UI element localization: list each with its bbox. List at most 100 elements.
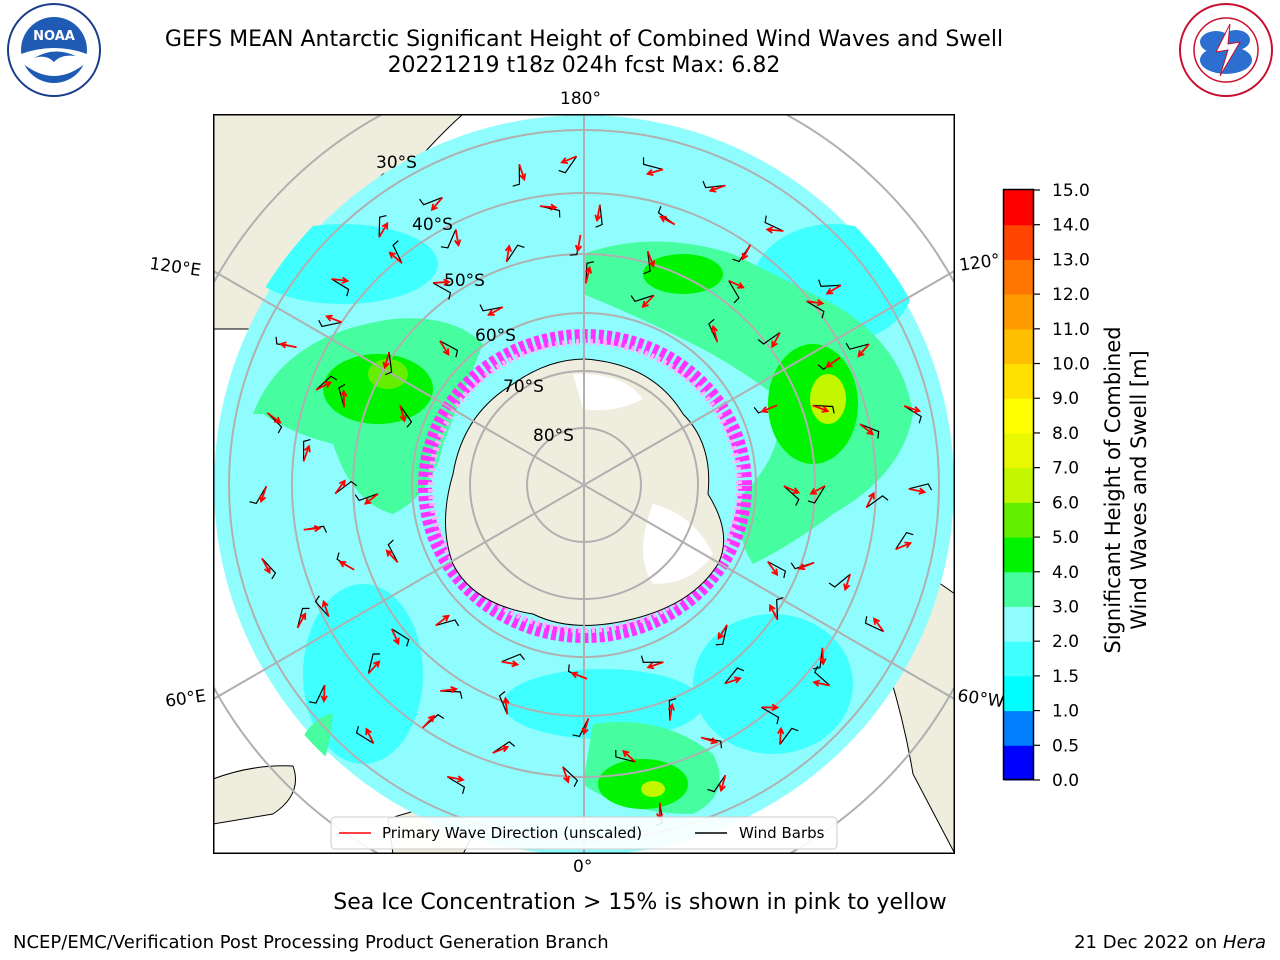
colorbar-tick-label: 1.5 <box>1052 667 1079 687</box>
wave-direction-arrow <box>334 479 346 495</box>
colorbar-cell <box>1004 259 1033 295</box>
wave-direction-arrow <box>765 226 784 234</box>
wave-direction-arrow <box>700 736 719 745</box>
footer-branch: NCEP/EMC/Verification Post Processing Pr… <box>13 932 609 953</box>
wind-barb <box>707 774 726 793</box>
wave-direction-arrow <box>728 279 745 289</box>
wave-direction-arrow <box>594 204 602 223</box>
colorbar-tick-label: 6.0 <box>1052 493 1079 513</box>
wave-direction-arrow <box>741 244 752 261</box>
wave-direction-arrow <box>769 603 779 621</box>
colorbar: 0.0 0.5 1.0 1.5 2.0 3.0 4.0 5.0 6.0 7.0 8.0 9.0 10.0… <box>1002 181 1090 790</box>
wave-direction-arrow <box>797 561 815 571</box>
wave-direction-arrow <box>825 284 842 295</box>
wind-barb <box>814 665 831 686</box>
wind-barb <box>866 495 889 509</box>
wave-direction-arrow <box>539 203 558 211</box>
wave-direction-arrow <box>385 549 399 564</box>
colorbar-cell <box>1004 328 1033 365</box>
wave-direction-arrow <box>399 405 407 423</box>
wind-barb <box>314 595 330 618</box>
wave-direction-arrow <box>859 423 875 436</box>
colorbar-cell <box>1004 224 1033 260</box>
wind-barb <box>562 766 579 787</box>
wind-barb <box>864 616 884 633</box>
wave-direction-arrow <box>504 244 513 263</box>
wind-barb <box>779 727 799 745</box>
wave-direction-arrow <box>761 703 780 712</box>
wind-barb <box>783 485 800 506</box>
colorbar-cell <box>1004 502 1033 538</box>
colorbar-cell <box>1004 675 1033 712</box>
colorbar-cell <box>1004 190 1033 226</box>
wind-barb <box>308 684 326 704</box>
wave-direction-arrow <box>315 381 333 391</box>
wave-direction-arrow <box>710 324 719 343</box>
wave-band-north <box>583 241 913 564</box>
wave-direction-arrow <box>363 493 379 505</box>
legend-wave-label: Primary Wave Direction (unscaled) <box>382 824 642 842</box>
lat-label-60: 60°S <box>475 326 516 346</box>
wind-barb <box>498 691 508 715</box>
wind-barb <box>506 244 525 263</box>
wind-barb <box>501 653 525 663</box>
wave-direction-arrow <box>574 234 583 253</box>
colorbar-tick-label: 2.0 <box>1052 632 1079 652</box>
wave-direction-arrow <box>767 561 779 577</box>
wind-barb <box>668 698 677 721</box>
wind-barb <box>384 352 393 376</box>
wind-barb <box>595 204 603 228</box>
wave-direction-arrow <box>435 614 450 627</box>
wave-direction-arrow <box>777 726 785 745</box>
wave-direction-arrow <box>324 314 342 324</box>
wave-direction-arrow <box>266 412 282 424</box>
wave-direction-arrow <box>331 276 350 284</box>
colorbar-cell <box>1004 432 1033 469</box>
lat-label-50: 50°S <box>444 271 485 291</box>
wind-barb <box>715 624 728 646</box>
wind-barb <box>760 706 780 725</box>
wind-barb <box>642 157 664 170</box>
wind-barb <box>903 405 922 424</box>
wind-barb <box>859 423 880 439</box>
colorbar-cell <box>1004 641 1033 677</box>
lat-label-30: 30°S <box>376 153 417 173</box>
colorbar-tick-label: 9.0 <box>1052 389 1079 409</box>
noaa-logo: NOAA <box>7 3 101 97</box>
wind-barb <box>813 647 823 670</box>
wave-direction-arrow <box>302 444 311 462</box>
wave-direction-arrow <box>843 573 852 592</box>
colorbar-tick-label: 12.0 <box>1052 285 1090 305</box>
land-africa <box>213 765 296 825</box>
wave-direction-arrow <box>908 487 927 495</box>
wave-direction-arrow <box>812 679 830 687</box>
wind-barb <box>334 480 358 495</box>
wind-barb <box>446 776 466 795</box>
colorbar-tick-label: 14.0 <box>1052 216 1090 236</box>
wave-direction-arrow <box>440 685 459 694</box>
wind-barb <box>818 279 841 287</box>
wave-direction-arrow <box>259 485 268 504</box>
wave-direction-arrow <box>717 624 728 641</box>
wave-direction-arrow <box>338 560 355 571</box>
wind-barb <box>828 573 851 588</box>
colorbar-cell <box>1004 537 1033 573</box>
wind-barb <box>845 342 870 350</box>
footer-date: 21 Dec 2022 on Hera <box>1074 932 1266 953</box>
wind-barb <box>895 531 914 550</box>
wave-direction-arrow <box>447 775 465 783</box>
colorbar-label-line2: Wind Waves and Swell [m] <box>1127 350 1151 630</box>
colorbar-tick-label: 0.0 <box>1052 771 1079 790</box>
wind-barb <box>807 485 826 504</box>
wave-direction-arrow <box>320 684 328 703</box>
wind-barb <box>261 557 277 580</box>
wind-barb <box>354 493 379 502</box>
wind-barb <box>767 561 787 579</box>
nws-logo <box>1179 3 1273 97</box>
wave-direction-arrow <box>584 265 593 284</box>
wave-direction-arrow <box>903 405 922 414</box>
wave-direction-arrow <box>581 718 590 736</box>
wave-direction-arrow <box>646 250 656 268</box>
legend-barb-label: Wind Barbs <box>739 824 825 842</box>
wave-direction-arrow <box>321 599 330 617</box>
